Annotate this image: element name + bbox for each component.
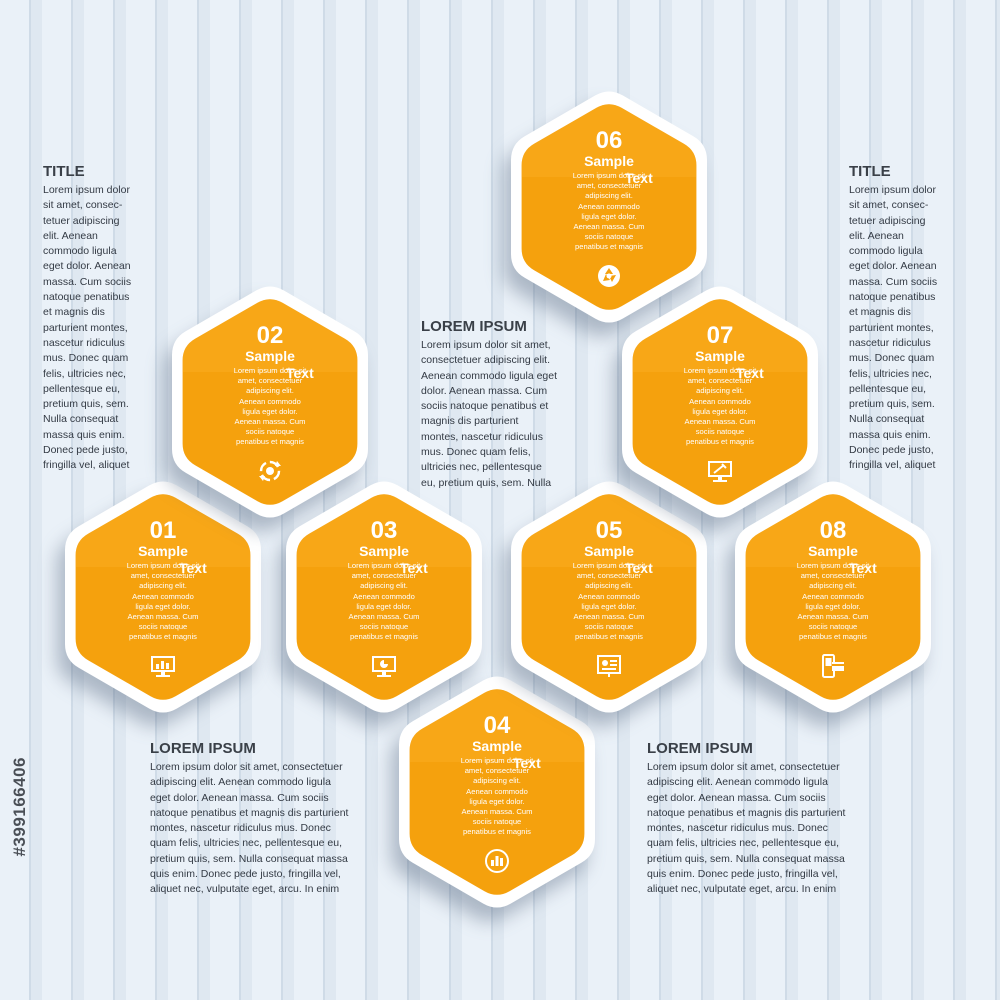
right-title-block: TITLE Lorem ipsum dolor sit amet, consec… bbox=[849, 163, 969, 474]
hexagon-text-label: Text bbox=[849, 560, 877, 576]
hexagon-sample-label: Sample bbox=[138, 543, 188, 559]
center-text-block: LOREM IPSUM Lorem ipsum dolor sit amet, … bbox=[421, 318, 596, 491]
bottom-left-body: Lorem ipsum dolor sit amet, consectetuer… bbox=[150, 761, 349, 896]
circle-bar-chart-icon bbox=[485, 849, 509, 873]
hexagon-sample-label: Sample bbox=[359, 543, 409, 559]
hexagon-sample-label: Sample bbox=[472, 738, 522, 754]
bottom-left-text-block: LOREM IPSUM Lorem ipsum dolor sit amet, … bbox=[150, 740, 375, 898]
hexagon-sample-label: Sample bbox=[245, 348, 295, 364]
bottom-right-text-block: LOREM IPSUM Lorem ipsum dolor sit amet, … bbox=[647, 740, 872, 898]
hexagon-text-label: Text bbox=[179, 560, 207, 576]
hexagon-05: 05 Sample Text Lorem ipsum dolor sit ame… bbox=[503, 477, 715, 717]
hexagon-08: 08 Sample Text Lorem ipsum dolor sit ame… bbox=[727, 477, 939, 717]
hexagon-body-text: Lorem ipsum dolor sit amet, consectetuer… bbox=[233, 366, 307, 447]
hexagon-sample-label: Sample bbox=[808, 543, 858, 559]
right-title-body: Lorem ipsum dolor sit amet, consec- tetu… bbox=[849, 184, 938, 472]
cycle-arrows-icon bbox=[259, 460, 281, 482]
hexagon-text-label: Text bbox=[625, 560, 653, 576]
hexagon-text-label: Text bbox=[286, 365, 314, 381]
hexagon-number: 04 bbox=[483, 712, 511, 739]
hexagon-text-label: Text bbox=[625, 170, 653, 186]
hexagon-number: 03 bbox=[370, 517, 398, 544]
bottom-right-body: Lorem ipsum dolor sit amet, consectetuer… bbox=[647, 761, 846, 896]
hexagon-sample-label: Sample bbox=[584, 543, 634, 559]
left-title-heading: TITLE bbox=[43, 163, 85, 180]
center-heading: LOREM IPSUM bbox=[421, 318, 527, 335]
hexagon-body-text: Lorem ipsum dolor sit amet, consectetuer… bbox=[683, 366, 757, 447]
left-title-body: Lorem ipsum dolor sit amet, consec- tetu… bbox=[43, 184, 132, 472]
hexagon-body-text: Lorem ipsum dolor sit amet, consectetuer… bbox=[126, 561, 200, 642]
center-body: Lorem ipsum dolor sit amet, consectetuer… bbox=[421, 339, 558, 489]
hexagon-06: 06 Sample Text Lorem ipsum dolor sit ame… bbox=[503, 87, 715, 327]
monitor-pie-chart-icon bbox=[372, 656, 396, 677]
hexagon-01: 01 Sample Text Lorem ipsum dolor sit ame… bbox=[57, 477, 269, 717]
hexagon-04: 04 Sample Text Lorem ipsum dolor sit ame… bbox=[391, 672, 603, 912]
hexagon-sample-label: Sample bbox=[584, 153, 634, 169]
presentation-board-icon bbox=[597, 655, 621, 677]
hexagon-02: 02 Sample Text Lorem ipsum dolor sit ame… bbox=[164, 282, 376, 522]
hexagon-text-label: Text bbox=[736, 365, 764, 381]
hexagon-sample-label: Sample bbox=[695, 348, 745, 364]
phone-card-icon bbox=[822, 654, 844, 678]
hexagon-body-text: Lorem ipsum dolor sit amet, consectetuer… bbox=[347, 561, 421, 642]
hexagon-text-label: Text bbox=[513, 755, 541, 771]
hexagon-number: 07 bbox=[706, 322, 734, 349]
monitor-tools-icon bbox=[708, 461, 732, 482]
hexagon-body-text: Lorem ipsum dolor sit amet, consectetuer… bbox=[572, 561, 646, 642]
hexagon-text-label: Text bbox=[400, 560, 428, 576]
hexagon-number: 06 bbox=[595, 127, 623, 154]
stock-id-watermark: #399166406 bbox=[10, 757, 29, 857]
hexagon-body-text: Lorem ipsum dolor sit amet, consectetuer… bbox=[460, 756, 534, 837]
camera-aperture-icon bbox=[598, 265, 620, 287]
hexagon-03: 03 Sample Text Lorem ipsum dolor sit ame… bbox=[278, 477, 490, 717]
hexagon-number: 01 bbox=[149, 517, 177, 544]
hexagon-number: 08 bbox=[819, 517, 847, 544]
hexagon-body-text: Lorem ipsum dolor sit amet, consectetuer… bbox=[572, 171, 646, 252]
hexagon-number: 05 bbox=[595, 517, 623, 544]
bottom-left-heading: LOREM IPSUM bbox=[150, 740, 256, 757]
left-title-block: TITLE Lorem ipsum dolor sit amet, consec… bbox=[43, 163, 163, 474]
hexagon-body-text: Lorem ipsum dolor sit amet, consectetuer… bbox=[796, 561, 870, 642]
hexagon-07: 07 Sample Text Lorem ipsum dolor sit ame… bbox=[614, 282, 826, 522]
right-title-heading: TITLE bbox=[849, 163, 891, 180]
hexagon-number: 02 bbox=[256, 322, 284, 349]
bottom-right-heading: LOREM IPSUM bbox=[647, 740, 753, 757]
monitor-chart-icon bbox=[151, 656, 175, 677]
